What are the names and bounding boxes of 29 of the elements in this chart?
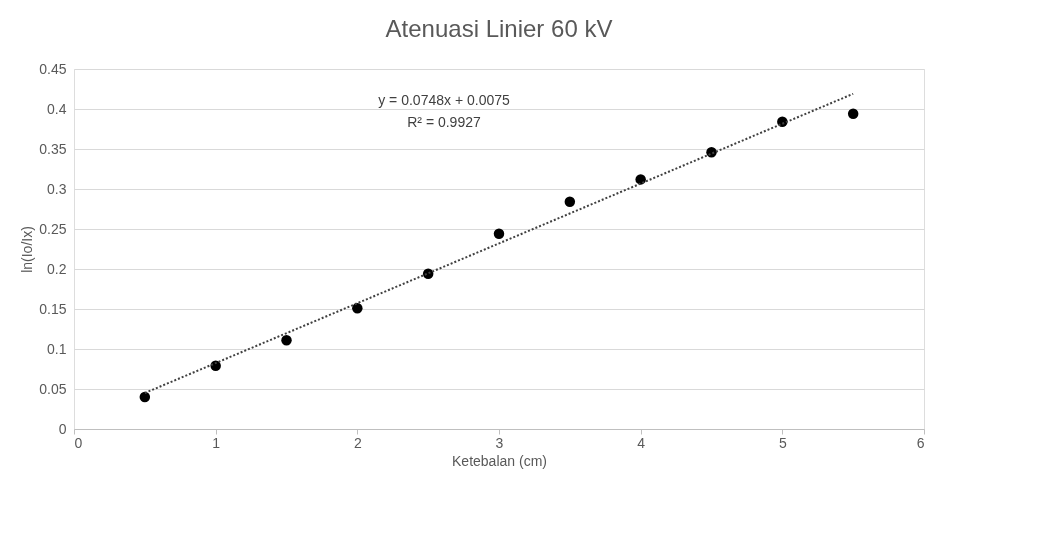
y-tick-label: 0.05 — [39, 380, 67, 397]
point — [352, 302, 363, 314]
y-tick-label: 0.3 — [47, 180, 67, 197]
y-tick-label: 0.35 — [39, 140, 67, 157]
y-tick-label: 0.15 — [39, 300, 67, 317]
y-tick-label: 0 — [58, 420, 67, 437]
point — [493, 228, 505, 240]
y-tick-label: 0.45 — [39, 60, 67, 77]
point — [635, 174, 646, 185]
x-tick-label: 1 — [212, 434, 221, 451]
y-tick-label: 0.1 — [47, 340, 67, 357]
x-tick-label: 3 — [495, 434, 504, 451]
chart-title: Atenuasi Linier 60 kV — [385, 15, 613, 42]
y-tick-label: 0.4 — [47, 100, 67, 117]
y-tick-label: 0.25 — [39, 220, 67, 237]
x-axis-title: Ketebalan (cm) — [452, 452, 547, 469]
annotation: R² = 0.9927 — [407, 114, 481, 130]
y-tick-label: 0.2 — [47, 260, 67, 277]
x-tick-label: 0 — [74, 434, 83, 451]
x-tick-label: 5 — [778, 434, 787, 451]
y-axis-title: ln(Io/Ix) — [19, 226, 36, 273]
x-tick-label: 2 — [353, 434, 362, 451]
annotation: y = 0.0748x + 0.0075 — [378, 92, 510, 108]
point — [847, 108, 859, 120]
x-tick-label: 4 — [637, 434, 646, 451]
point — [139, 391, 151, 403]
point — [281, 334, 292, 346]
point — [564, 196, 576, 208]
x-tick-label: 6 — [916, 434, 925, 451]
